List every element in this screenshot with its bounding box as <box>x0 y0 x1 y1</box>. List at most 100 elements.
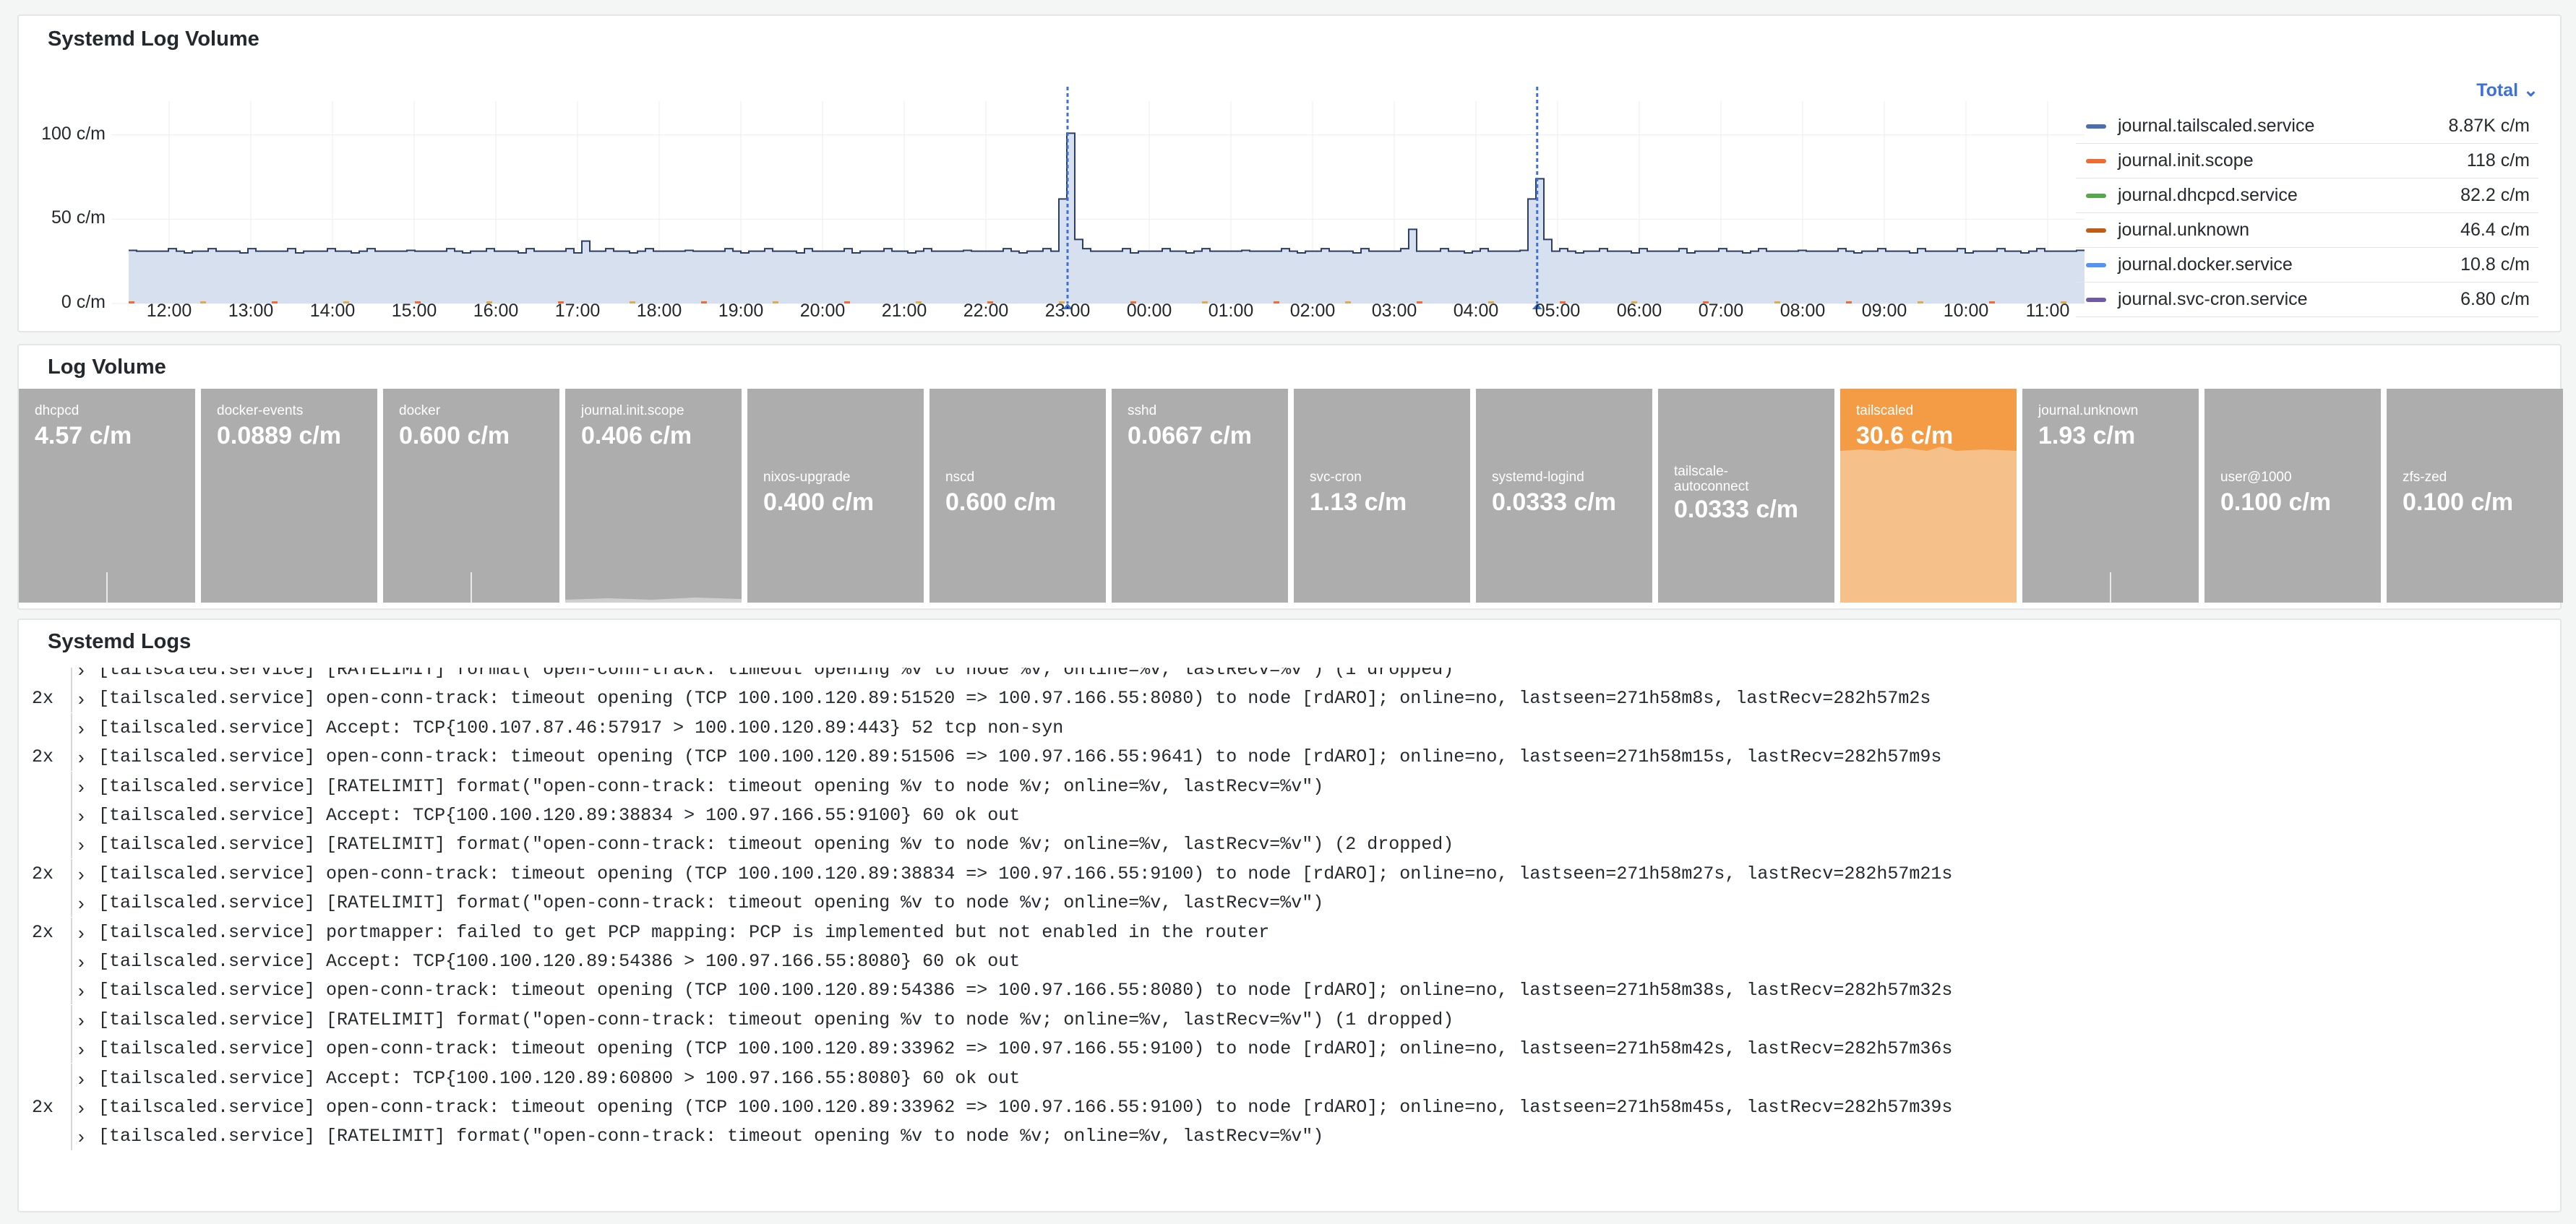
legend-row[interactable]: journal.docker.service 10.8 c/m <box>2076 249 2538 283</box>
x-tick-label: 06:00 <box>1616 301 1662 321</box>
x-tick-label: 04:00 <box>1453 301 1499 321</box>
log-row[interactable]: › [tailscaled.service] open-conn-track: t… <box>19 1034 2560 1064</box>
chevron-right-icon[interactable]: › <box>78 834 85 856</box>
log-row[interactable]: › [tailscaled.service] [RATELIMIT] format… <box>19 888 2560 918</box>
systemd-logs-panel: Systemd Logs › [tailscaled.service] [RATE… <box>17 619 2562 1212</box>
stat-tile-svc-cron[interactable]: svc-cron 1.13 c/m <box>1294 389 1470 603</box>
legend-row[interactable]: journal.dhcpcd.service 82.2 c/m <box>2076 179 2538 213</box>
tile-value: 0.100 c/m <box>2220 488 2332 516</box>
log-row[interactable]: 2x › [tailscaled.service] open-conn-track:… <box>19 742 2560 772</box>
log-volume-chart-panel: Systemd Log Volume 100 c/m 50 c/m 0 c/m 12… <box>17 14 2562 332</box>
log-row[interactable]: 2x › [tailscaled.service] open-conn-track:… <box>19 858 2560 888</box>
sparkline-area <box>1840 447 2017 603</box>
chevron-right-icon[interactable]: › <box>78 892 85 915</box>
tile-value: 4.57 c/m <box>35 422 132 449</box>
legend-row[interactable]: journal.unknown 46.4 c/m <box>2076 214 2538 248</box>
stat-tile-nscd[interactable]: nscd 0.600 c/m <box>929 389 1106 603</box>
log-message: [tailscaled.service] [RATELIMIT] format(… <box>98 892 1324 914</box>
x-tick-label: 10:00 <box>1943 301 1989 321</box>
chevron-right-icon[interactable]: › <box>78 717 85 739</box>
chevron-right-icon[interactable]: › <box>78 1067 85 1090</box>
log-row[interactable]: › [tailscaled.service] [RATELIMIT] format… <box>19 1004 2560 1034</box>
volume-chart[interactable] <box>111 87 2085 311</box>
legend-sort-total[interactable]: Total ⌄ <box>2476 79 2538 101</box>
chevron-right-icon[interactable]: › <box>78 688 85 710</box>
x-tick-label: 23:00 <box>1044 301 1091 321</box>
log-message: [tailscaled.service] open-conn-track: ti… <box>98 863 1953 884</box>
log-message: [tailscaled.service] Accept: TCP{100.100… <box>98 951 1021 972</box>
chevron-right-icon[interactable]: › <box>78 1009 85 1031</box>
chevron-right-icon[interactable]: › <box>78 805 85 827</box>
log-level-bar <box>71 888 72 918</box>
log-level-bar <box>71 947 72 975</box>
stat-tile-journal-unknown[interactable]: journal.unknown 1.93 c/m <box>2022 389 2199 603</box>
log-row[interactable]: › [tailscaled.service] Accept: TCP{100.10… <box>19 712 2560 742</box>
x-tick-label: 09:00 <box>1861 301 1907 321</box>
series-mark-minor <box>1274 301 1279 303</box>
series-line-tailscaled <box>129 132 2085 254</box>
log-row[interactable]: › [tailscaled.service] Accept: TCP{100.10… <box>19 801 2560 829</box>
stat-tile-tailscale-autoconnect[interactable]: tailscale-autoconnect 0.0333 c/m <box>1658 389 1834 603</box>
series-mark-minor <box>630 301 635 303</box>
log-dedup-count: 2x <box>32 746 54 768</box>
log-row[interactable]: › [tailscaled.service] [RATELIMIT] format… <box>19 829 2560 859</box>
chevron-right-icon[interactable]: › <box>78 921 85 944</box>
log-dedup-count: 2x <box>32 863 54 884</box>
stat-tile-docker[interactable]: docker 0.600 c/m <box>383 389 559 603</box>
chevron-right-icon[interactable]: › <box>78 1126 85 1148</box>
log-message: [tailscaled.service] [RATELIMIT] format(… <box>98 834 1454 855</box>
x-tick-label: 16:00 <box>473 301 519 321</box>
panel-title: Log Volume <box>48 355 166 379</box>
series-mark-minor <box>272 301 278 303</box>
stat-tile-tailscaled[interactable]: tailscaled 30.6 c/m <box>1840 389 2017 603</box>
legend-row[interactable]: journal.init.scope 118 c/m <box>2076 145 2538 178</box>
legend-row[interactable]: journal.tailscaled.service 8.87K c/m <box>2076 110 2538 144</box>
log-row[interactable]: › [tailscaled.service] [RATELIMIT] format… <box>19 771 2560 801</box>
stat-tile-journal-init-scope[interactable]: journal.init.scope 0.406 c/m <box>565 389 742 603</box>
sparkline <box>201 389 377 603</box>
legend-series-total: 46.4 c/m <box>2460 220 2530 240</box>
log-message: [tailscaled.service] open-conn-track: ti… <box>98 688 1931 710</box>
annotation-marker[interactable] <box>1062 303 1073 309</box>
stat-tile-dhcpcd[interactable]: dhcpcd 4.57 c/m <box>19 389 195 603</box>
x-tick-label: 22:00 <box>963 301 1009 321</box>
x-tick-label: 02:00 <box>1289 301 1336 321</box>
chevron-right-icon[interactable]: › <box>78 668 85 681</box>
stat-tile-zfs-zed[interactable]: zfs-zed 0.100 c/m <box>2387 389 2563 603</box>
chevron-right-icon[interactable]: › <box>78 980 85 1002</box>
legend-row[interactable]: journal.svc-cron.service 6.80 c/m <box>2076 283 2538 317</box>
tile-label: tailscale-autoconnect <box>1674 464 1749 494</box>
chevron-right-icon[interactable]: › <box>78 1038 85 1061</box>
stat-tile-sshd[interactable]: sshd 0.0667 c/m <box>1112 389 1288 603</box>
series-mark-minor <box>1989 301 1995 303</box>
panel-title: Systemd Log Volume <box>48 27 259 51</box>
annotation-marker[interactable] <box>1532 303 1542 309</box>
log-level-bar <box>71 1063 72 1092</box>
chevron-right-icon[interactable]: › <box>78 746 85 769</box>
log-row[interactable]: › [tailscaled.service] [RATELIMIT] format… <box>19 1121 2560 1151</box>
x-tick-label: 20:00 <box>799 301 846 321</box>
stat-tile-nixos-upgrade[interactable]: nixos-upgrade 0.400 c/m <box>747 389 924 603</box>
chevron-right-icon[interactable]: › <box>78 863 85 885</box>
x-tick-label: 15:00 <box>391 301 437 321</box>
log-row[interactable]: 2x › [tailscaled.service] open-conn-track:… <box>19 1092 2560 1121</box>
tile-value: 0.600 c/m <box>945 488 1057 516</box>
chevron-right-icon[interactable]: › <box>78 951 85 973</box>
log-row[interactable]: › [tailscaled.service] open-conn-track: t… <box>19 975 2560 1005</box>
legend-series-total: 10.8 c/m <box>2460 254 2530 275</box>
tile-label: nixos-upgrade <box>763 470 851 485</box>
stat-tile-systemd-logind[interactable]: systemd-logind 0.0333 c/m <box>1476 389 1652 603</box>
stat-tile-docker-events[interactable]: docker-events 0.0889 c/m <box>201 389 377 603</box>
chevron-right-icon[interactable]: › <box>78 1097 85 1119</box>
log-row[interactable]: › [tailscaled.service] Accept: TCP{100.10… <box>19 947 2560 975</box>
log-row[interactable]: › [tailscaled.service] Accept: TCP{100.10… <box>19 1063 2560 1092</box>
log-row[interactable]: › [tailscaled.service] [RATELIMIT] format… <box>19 668 2560 684</box>
stat-tile-user-1000[interactable]: user@1000 0.100 c/m <box>2204 389 2381 603</box>
log-dedup-count: 2x <box>32 1097 54 1118</box>
log-row[interactable]: 2x › [tailscaled.service] portmapper: fail… <box>19 917 2560 947</box>
series-mark-minor <box>2061 301 2066 303</box>
chevron-right-icon[interactable]: › <box>78 775 85 798</box>
y-tick-label: 100 c/m <box>41 123 106 144</box>
legend-swatch <box>2086 263 2106 267</box>
log-row[interactable]: 2x › [tailscaled.service] open-conn-track:… <box>19 684 2560 713</box>
